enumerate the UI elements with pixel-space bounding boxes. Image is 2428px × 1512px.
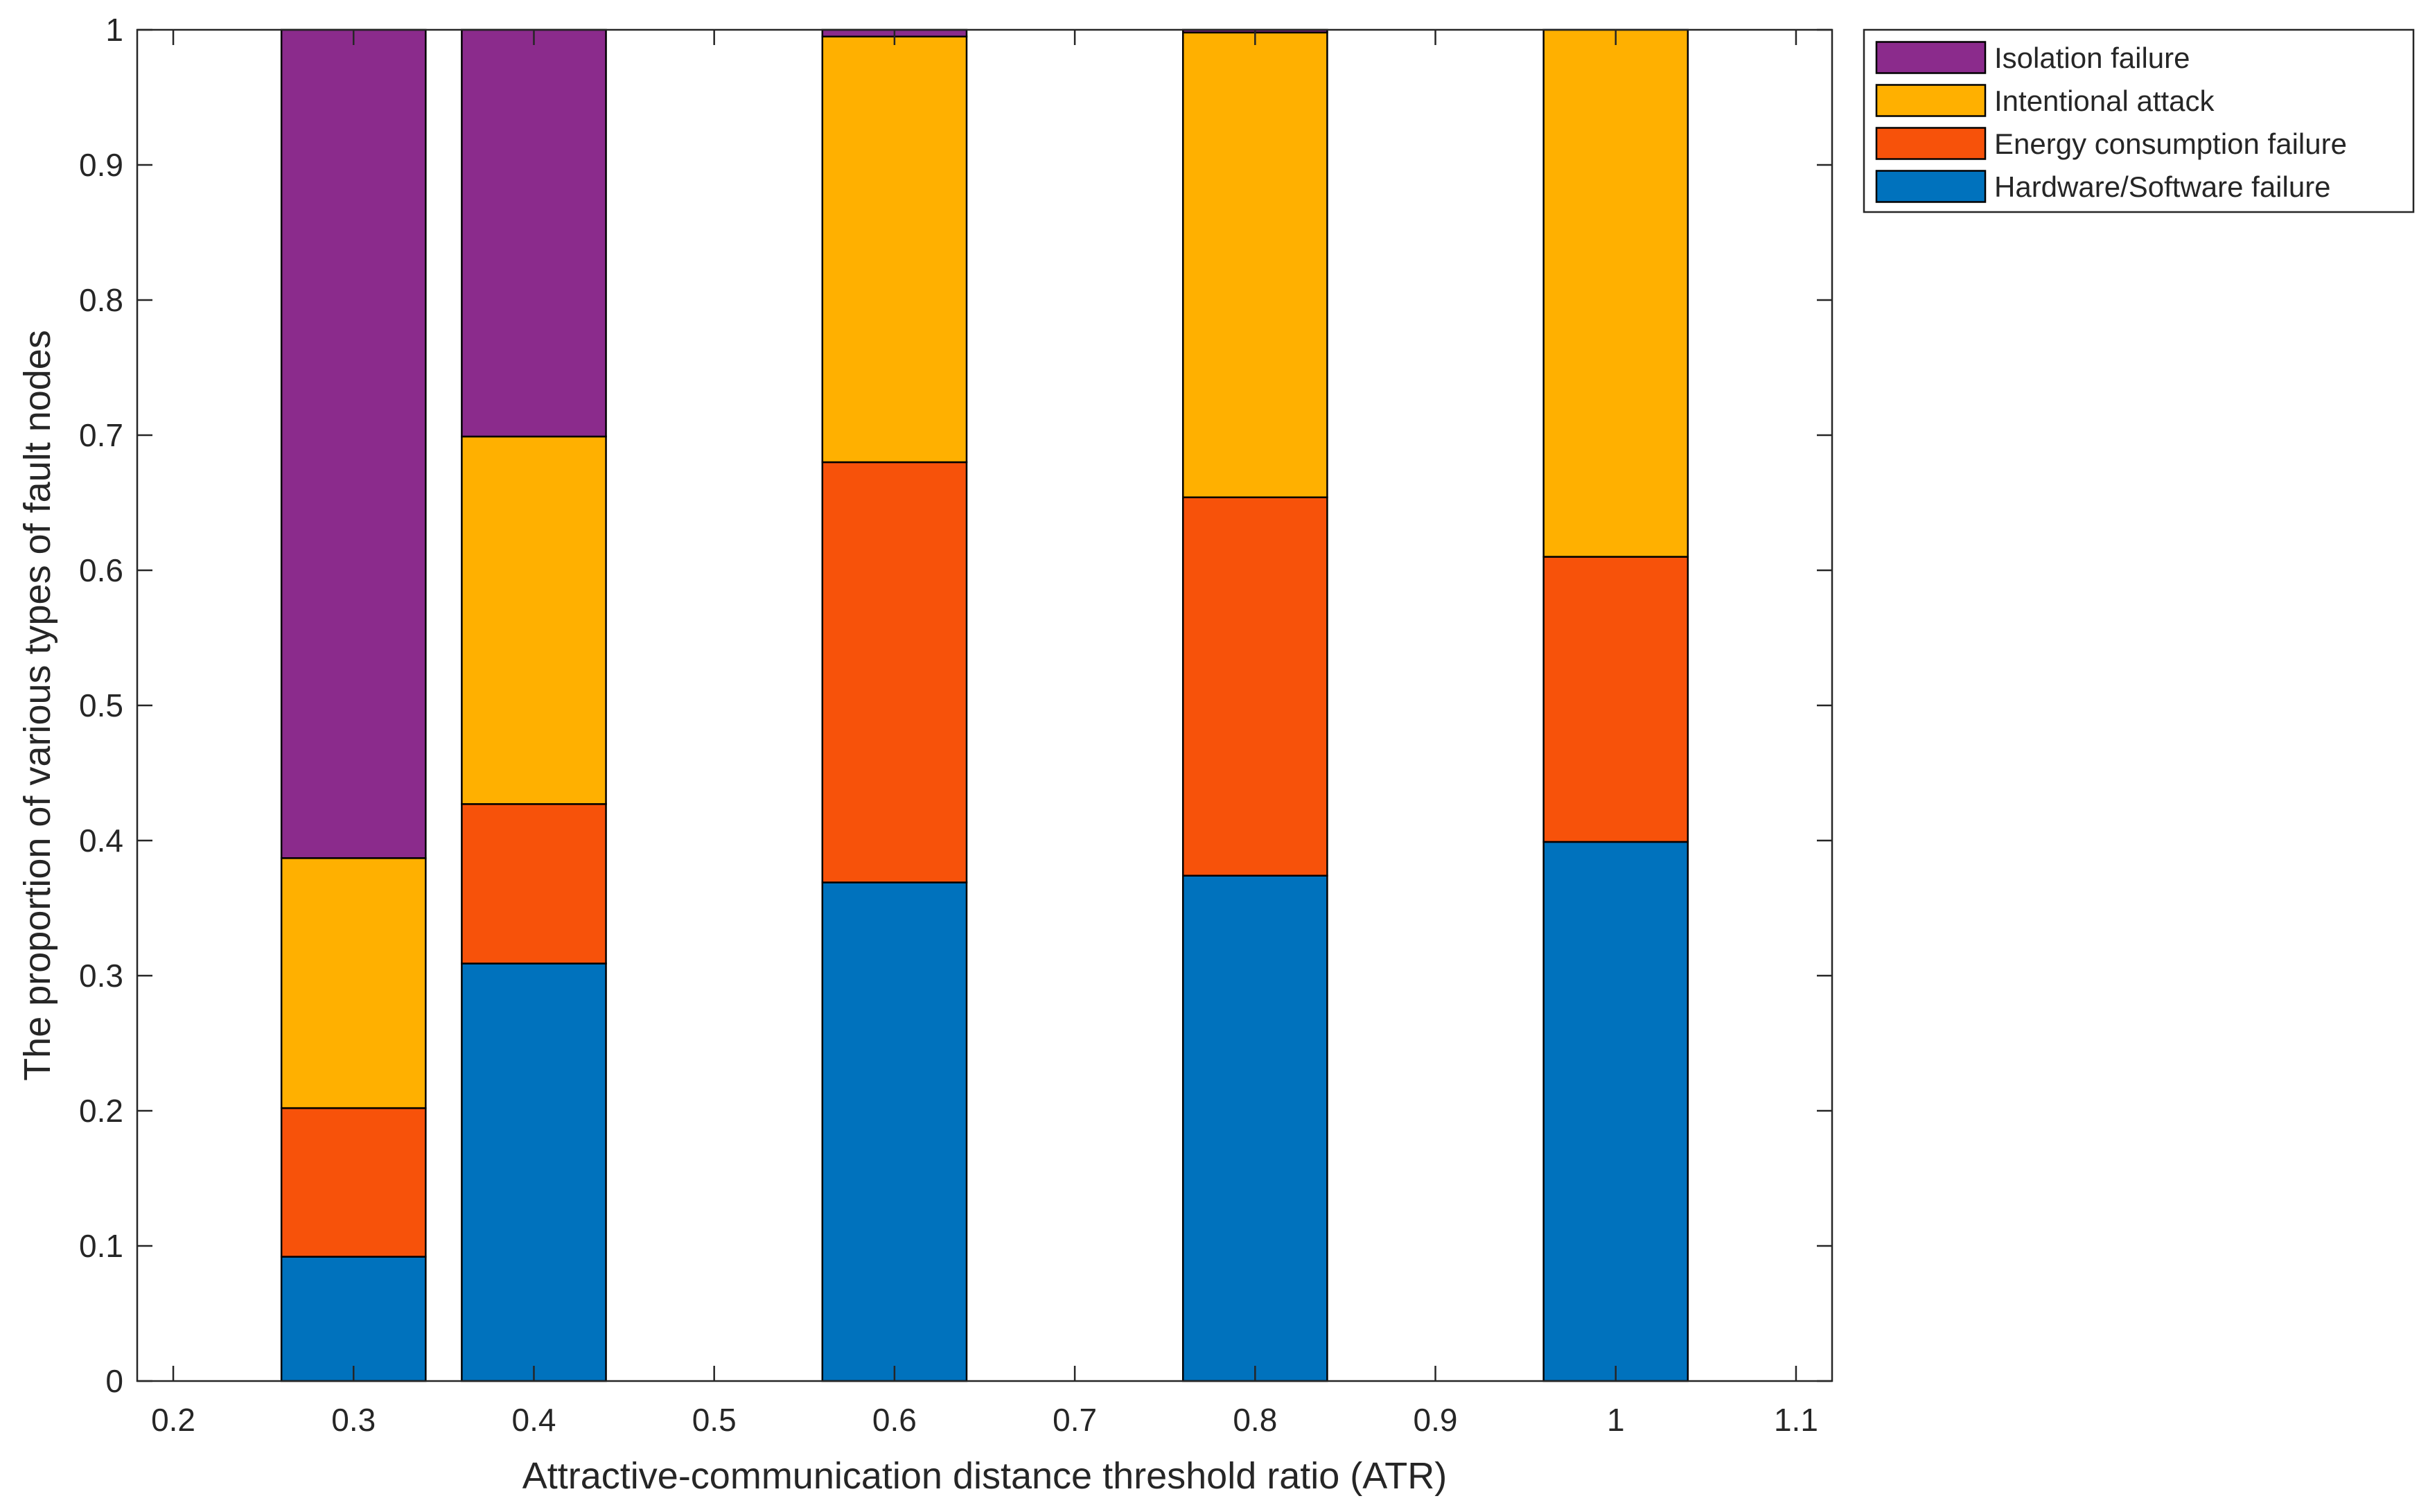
legend-swatch-energy-consumption-failure [1875, 127, 1987, 160]
bar-segment-intentional-attack-1 [461, 435, 607, 805]
bar-segment-intentional-attack-0 [280, 857, 427, 1109]
bar-segment-hardware-software-failure-3 [1181, 874, 1328, 1382]
legend-swatch-intentional-attack [1875, 84, 1987, 117]
x-tick-label: 0.7 [1053, 1402, 1097, 1438]
bar-segment-energy-consumption-failure-2 [821, 461, 968, 884]
legend-swatch-hardware-software-failure [1875, 170, 1987, 203]
x-tick-label: 0.2 [151, 1402, 195, 1438]
legend-label-energy-consumption-failure: Energy consumption failure [1994, 128, 2347, 160]
bars-layer [280, 28, 1689, 1382]
legend-label-intentional-attack: Intentional attack [1994, 85, 2215, 117]
y-tick-label: 1 [105, 12, 123, 48]
x-tick-label: 0.5 [692, 1402, 737, 1438]
bar-segment-hardware-software-failure-1 [461, 962, 607, 1382]
x-tick-label: 0.4 [511, 1402, 556, 1438]
x-axis-label: Attractive-communication distance thresh… [522, 1455, 1448, 1497]
bar-segment-energy-consumption-failure-3 [1181, 496, 1328, 877]
y-tick-label: 0.4 [79, 823, 123, 859]
bar-segment-intentional-attack-3 [1181, 31, 1328, 498]
bar-segment-energy-consumption-failure-1 [461, 803, 607, 965]
bar-segment-intentional-attack-2 [821, 35, 968, 464]
y-tick-label: 0.5 [79, 687, 123, 723]
bar-segment-hardware-software-failure-2 [821, 881, 968, 1382]
bar-segment-hardware-software-failure-0 [280, 1256, 427, 1382]
legend: Isolation failure Intentional attack Energ… [1863, 28, 2415, 213]
y-tick-label: 0.2 [79, 1093, 123, 1129]
bar-segment-isolation-failure-1 [461, 28, 607, 438]
y-tick-label: 0.9 [79, 147, 123, 183]
x-tick-label: 1.1 [1774, 1402, 1818, 1438]
y-tick-label: 0.8 [79, 282, 123, 318]
legend-label-hardware-software-failure: Hardware/Software failure [1994, 170, 2331, 203]
legend-swatch-isolation-failure [1875, 41, 1987, 74]
x-tick-label: 0.9 [1414, 1402, 1458, 1438]
y-tick-label: 0.1 [79, 1228, 123, 1264]
bar-segment-hardware-software-failure-4 [1542, 841, 1689, 1382]
y-tick-label: 0.3 [79, 958, 123, 994]
x-tick-label: 0.8 [1233, 1402, 1277, 1438]
legend-label-isolation-failure: Isolation failure [1994, 42, 2190, 74]
bar-segment-isolation-failure-0 [280, 28, 427, 859]
bar-segment-energy-consumption-failure-4 [1542, 556, 1689, 843]
bar-segment-intentional-attack-4 [1542, 28, 1689, 558]
y-tick-label: 0 [105, 1363, 123, 1399]
y-tick-label: 0.6 [79, 552, 123, 588]
axis-ticks: 0.2 0.3 0.4 0.5 0.6 0.7 0.8 0.9 1 1.1 0 0.1 0.2 0.3 0.… [79, 12, 1832, 1438]
x-tick-label: 1 [1607, 1402, 1625, 1438]
y-axis-label: The proportion of various types of fault… [17, 330, 58, 1081]
y-tick-label: 0.7 [79, 417, 123, 453]
x-tick-label: 0.6 [872, 1402, 917, 1438]
bar-segment-energy-consumption-failure-0 [280, 1107, 427, 1258]
x-tick-label: 0.3 [331, 1402, 376, 1438]
